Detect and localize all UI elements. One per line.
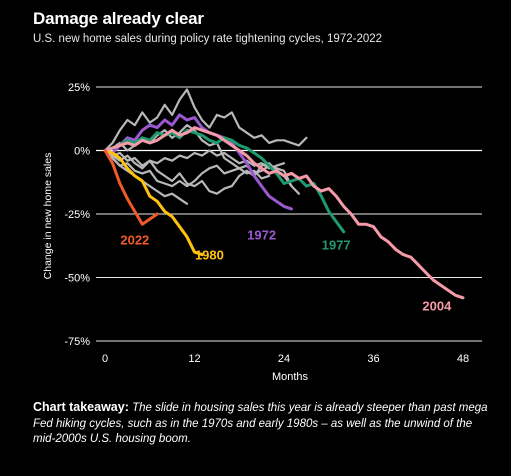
line-chart: 25% 0% -25% -50% -75% 0 12 24 36 48 Months Chang…: [42, 82, 482, 383]
y-tick-label: -25%: [64, 209, 90, 221]
series-label-2004: 2004: [422, 298, 452, 313]
x-axis-label: Months: [272, 371, 309, 383]
x-tick-labels: 0 12 24 36 48: [102, 353, 469, 365]
series-labels: 2022 1980 1972 1977 2004: [120, 227, 452, 313]
series-line-other: [103, 149, 189, 205]
y-axis-label: Change in new home sales: [42, 153, 54, 280]
series-label-1977: 1977: [322, 237, 351, 252]
y-tick-labels: 25% 0% -25% -50% -75%: [64, 82, 90, 348]
series-line-other: [103, 88, 308, 152]
x-tick-label: 12: [188, 353, 200, 365]
chart-subtitle: U.S. new home sales during policy rate t…: [33, 33, 383, 45]
y-tick-label: -75%: [64, 336, 90, 348]
series-line-1977: [103, 128, 346, 234]
takeaway-text: The slide in housing sales this year is …: [33, 402, 488, 445]
series-lines: [103, 88, 465, 300]
x-tick-label: 0: [102, 353, 108, 365]
series-line-2004: [103, 126, 465, 300]
grid-lines: [96, 86, 482, 342]
series-line-other: [103, 149, 286, 170]
series-label-2022: 2022: [120, 232, 149, 247]
y-tick-label: 25%: [68, 82, 90, 94]
series-label-1972: 1972: [247, 227, 276, 242]
chart-takeaway: Chart takeaway: The slide in housing sal…: [33, 400, 488, 448]
x-tick-label: 24: [278, 353, 290, 365]
takeaway-label: Chart takeaway:: [33, 400, 129, 414]
series-line-1980: [103, 149, 204, 257]
x-tick-label: 36: [367, 353, 379, 365]
series-label-1980: 1980: [195, 248, 224, 263]
y-tick-label: 0%: [74, 146, 90, 158]
series-line-1972: [103, 113, 293, 211]
x-tick-label: 48: [457, 353, 469, 365]
series-line-other: [103, 124, 271, 180]
y-tick-label: -50%: [64, 273, 90, 285]
chart-title: Damage already clear: [33, 9, 204, 28]
series-line-2022: [103, 149, 159, 226]
